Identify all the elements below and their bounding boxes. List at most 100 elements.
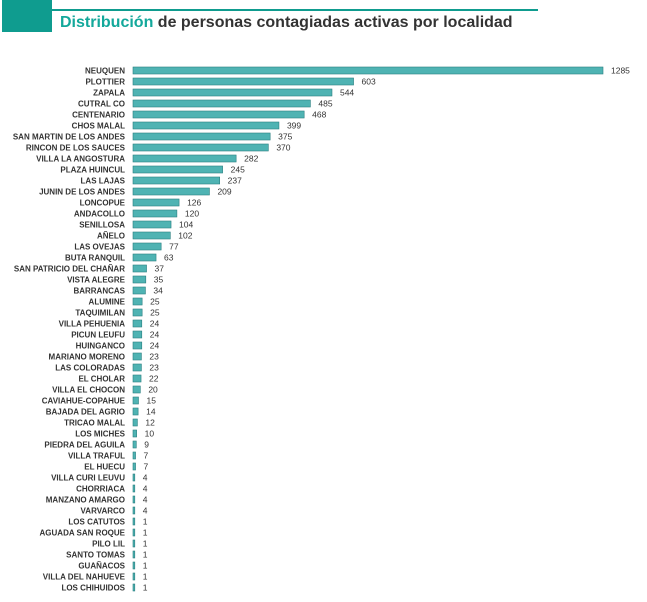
value-label: 23 [149, 363, 159, 373]
value-label: 15 [146, 396, 156, 406]
bar [132, 528, 136, 537]
value-label: 4 [143, 484, 148, 494]
value-label: 4 [143, 506, 148, 516]
category-label: VILLA CURI LEUVU [51, 474, 125, 483]
value-label: 22 [149, 374, 159, 384]
bar [132, 308, 143, 317]
category-label: SANTO TOMAS [66, 551, 125, 560]
category-label: LOS CHIHUIDOS [61, 584, 125, 593]
category-label: VILLA PEHUENIA [59, 320, 126, 329]
bar [132, 176, 220, 185]
bar [132, 121, 280, 130]
bar [132, 220, 172, 229]
bar [132, 374, 142, 383]
bar [132, 451, 136, 460]
value-label: 1 [143, 539, 148, 549]
bar [132, 429, 137, 438]
value-label: 237 [228, 176, 242, 186]
bar [132, 330, 143, 339]
value-label: 104 [179, 220, 193, 230]
category-label: NEUQUEN [85, 67, 125, 76]
category-label: EL CHOLAR [78, 375, 125, 384]
value-label: 603 [362, 77, 376, 87]
category-label: LAS LAJAS [81, 177, 126, 186]
value-label: 12 [145, 418, 155, 428]
bar [132, 517, 136, 526]
category-label: BUTA RANQUIL [65, 254, 125, 263]
category-label: MANZANO AMARGO [46, 496, 125, 505]
bar [132, 132, 271, 141]
value-label: 4 [143, 495, 148, 505]
bar [132, 462, 136, 471]
chart-title: Distribución de personas contagiadas act… [60, 14, 513, 32]
category-label: CENTENARIO [72, 111, 125, 120]
bar [132, 396, 139, 405]
value-label: 63 [164, 253, 174, 263]
category-label: BARRANCAS [73, 287, 125, 296]
value-label: 1 [143, 572, 148, 582]
bar [132, 66, 604, 75]
chart-title-accent: Distribución [60, 14, 154, 31]
value-label: 468 [312, 110, 326, 120]
category-label: EL HUECU [84, 463, 125, 472]
category-label: ZAPALA [93, 89, 125, 98]
category-label: PILO LIL [92, 540, 125, 549]
category-label: CHOS MALAL [72, 122, 125, 131]
bar [132, 440, 137, 449]
category-label: VILLA DEL NAHUEVE [43, 573, 126, 582]
bar [132, 484, 136, 493]
category-label: BAJADA DEL AGRIO [46, 408, 125, 417]
value-label: 37 [155, 264, 165, 274]
chart-title-rest: de personas contagiadas activas por loca… [153, 14, 513, 31]
category-label: VILLA TRAFUL [68, 452, 125, 461]
category-label: CAVIAHUE-COPAHUE [42, 397, 126, 406]
category-label: LAS COLORADAS [55, 364, 125, 373]
bar [132, 88, 333, 97]
category-label: PICUN LEUFU [71, 331, 125, 340]
category-label: AGUADA SAN ROQUE [40, 529, 126, 538]
value-label: 7 [144, 462, 149, 472]
value-label: 1 [143, 528, 148, 538]
category-label: LONCOPUE [80, 199, 126, 208]
bar [132, 506, 136, 515]
bar [132, 297, 143, 306]
bar [132, 539, 136, 548]
bar [132, 264, 147, 273]
category-label: VILLA LA ANGOSTURA [36, 155, 125, 164]
value-label: 102 [178, 231, 192, 241]
value-label: 25 [150, 308, 160, 318]
value-label: 4 [143, 473, 148, 483]
category-label: LAS OVEJAS [74, 243, 125, 252]
bar [132, 286, 146, 295]
category-label: CUTRAL CO [78, 100, 125, 109]
value-label: 120 [185, 209, 199, 219]
value-label: 7 [144, 451, 149, 461]
category-label: MARIANO MORENO [49, 353, 125, 362]
category-label: RINCON DE LOS SAUCES [26, 144, 126, 153]
value-label: 1 [143, 561, 148, 571]
bar [132, 209, 178, 218]
category-label: TRICAO MALAL [64, 419, 125, 428]
value-label: 126 [187, 198, 201, 208]
value-label: 245 [231, 165, 245, 175]
category-label: JUNIN DE LOS ANDES [39, 188, 126, 197]
value-label: 282 [244, 154, 258, 164]
value-label: 9 [144, 440, 149, 450]
bar [132, 473, 136, 482]
category-label: PLAZA HUINCUL [60, 166, 125, 175]
value-label: 209 [217, 187, 231, 197]
title-accent-block [2, 0, 52, 32]
bar [132, 352, 142, 361]
category-label: ANDACOLLO [74, 210, 125, 219]
value-label: 10 [145, 429, 155, 439]
bar [132, 165, 223, 174]
value-label: 544 [340, 88, 354, 98]
category-label: AÑELO [97, 232, 125, 241]
bar [132, 77, 354, 86]
bar [132, 99, 311, 108]
bar [132, 572, 136, 581]
value-label: 1285 [611, 66, 630, 76]
value-label: 25 [150, 297, 160, 307]
category-label: HUINGANCO [76, 342, 125, 351]
bar [132, 550, 136, 559]
